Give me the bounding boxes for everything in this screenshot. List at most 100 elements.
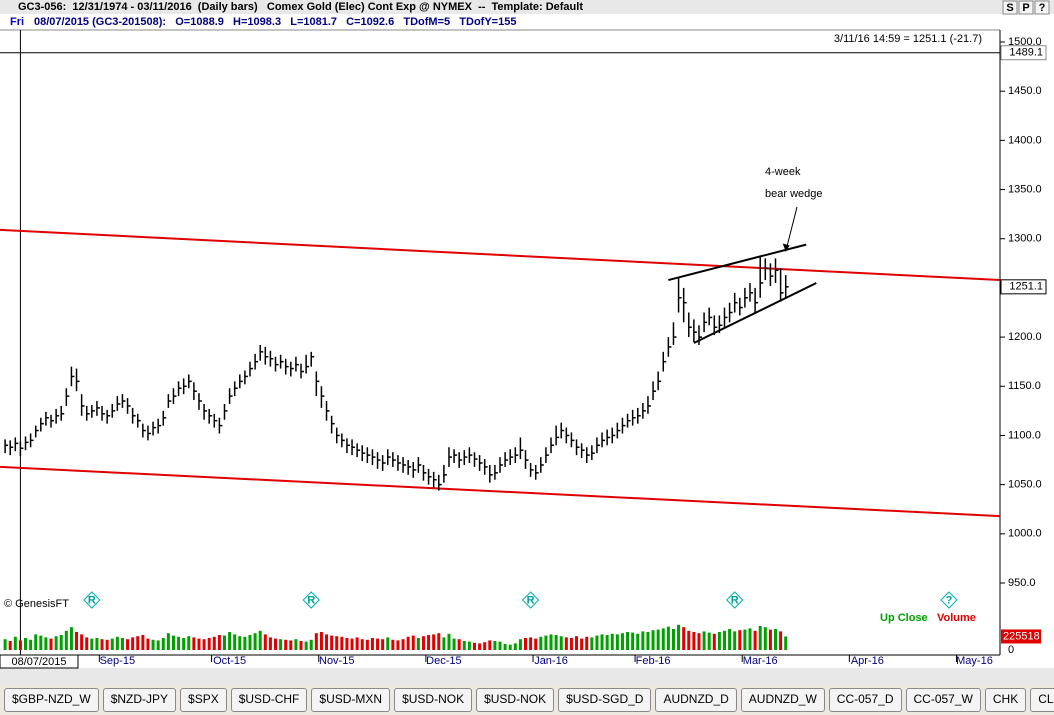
volume-bar [126, 639, 130, 650]
volume-bar [636, 633, 640, 650]
volume-bar [697, 633, 701, 650]
tab[interactable]: $USD-SGD_D [558, 688, 652, 712]
tab[interactable]: $SPX [180, 688, 227, 712]
event-marker[interactable] [83, 591, 101, 609]
volume-bar [590, 637, 594, 650]
volume-bar [738, 630, 742, 650]
toolbar-button-label[interactable]: S [1006, 2, 1013, 14]
volume-bar [253, 633, 257, 650]
volume-bar [24, 638, 28, 650]
volume-bar [330, 635, 334, 650]
volume-bar [702, 631, 706, 650]
volume-bar [355, 637, 359, 650]
tab[interactable]: $USD-MXN [311, 688, 391, 712]
x-tick-label: Apr-16 [851, 655, 884, 667]
volume-bar [100, 639, 104, 650]
volume-bar [304, 641, 308, 650]
volume-bar [437, 633, 441, 650]
y-tick-label: 1000.0 [1008, 528, 1042, 540]
volume-bar [34, 634, 38, 650]
event-marker[interactable] [940, 591, 958, 609]
y-tick-label: 950.0 [1008, 577, 1036, 589]
tab[interactable]: $NZD-JPY [102, 688, 177, 712]
volume-bar [69, 627, 73, 650]
volume-bar [268, 637, 272, 650]
tab[interactable]: AUDNZD_D [655, 688, 737, 712]
annotation-text: 4-week [765, 166, 801, 178]
volume-bar [610, 633, 614, 650]
tab[interactable]: $USD-CHF [230, 688, 308, 712]
event-marker[interactable] [302, 591, 320, 609]
event-marker[interactable] [725, 591, 744, 609]
toolbar-button-label[interactable]: ? [1039, 2, 1046, 14]
volume-bar [416, 638, 420, 650]
legend-up-close: Up Close [880, 612, 928, 624]
y-tick-label: 1100.0 [1008, 429, 1041, 441]
volume-bar [115, 636, 119, 650]
volume-bar [498, 641, 502, 650]
event-marker[interactable] [521, 591, 540, 609]
x-tick-label: Oct-15 [213, 655, 246, 667]
volume-bar [743, 629, 747, 650]
event-label[interactable]: R [731, 594, 739, 606]
toolbar-button[interactable] [1034, 0, 1050, 15]
annotation-text: bear wedge [765, 188, 823, 200]
volume-bar [141, 635, 145, 650]
volume-bar [335, 636, 339, 650]
tab[interactable]: CL3-055 [1030, 688, 1054, 712]
last-quote: 3/11/16 14:59 = 1251.1 (-21.7) [834, 33, 982, 45]
volume-bar [171, 635, 175, 650]
volume-bar [758, 626, 762, 650]
volume-bar [442, 637, 446, 650]
volume-bar [18, 640, 22, 650]
toolbar-button-label[interactable]: P [1022, 2, 1029, 14]
tab[interactable]: CHK [984, 688, 1027, 712]
volume-bar [233, 634, 237, 650]
annotation-arrowhead [782, 243, 790, 252]
y-tick-label: 1500.0 [1008, 36, 1042, 48]
volume-bar [656, 629, 660, 650]
tab[interactable]: CC-057_D [828, 688, 902, 712]
volume-bar [564, 637, 568, 650]
volume-bar [539, 636, 543, 650]
volume-bar [733, 631, 737, 650]
tab[interactable]: $GBP-NZD_W [4, 688, 99, 712]
volume-bar [411, 635, 415, 650]
volume-bar [166, 633, 170, 650]
event-label[interactable]: R [307, 594, 315, 606]
legend-volume: Volume [937, 612, 976, 624]
last-price-box [1000, 279, 1047, 295]
tab[interactable]: $USD-NOK [394, 688, 473, 712]
toolbar-button[interactable] [1018, 0, 1034, 15]
y-tick-label: 1200.0 [1008, 331, 1042, 343]
bottom-gap [0, 668, 1054, 685]
event-label[interactable]: R [527, 594, 535, 606]
volume-bar [631, 632, 635, 650]
volume-bar [90, 638, 94, 650]
x-tick-label: Feb-16 [636, 655, 671, 667]
volume-bar [620, 633, 624, 650]
trendline [668, 243, 807, 282]
volume-bar [748, 628, 752, 650]
toolbar-button[interactable] [1002, 0, 1018, 15]
reference-label: 1489.1 [1009, 47, 1043, 59]
event-label[interactable]: R [88, 594, 96, 606]
tab[interactable]: AUDNZD_W [740, 688, 825, 712]
volume-bar [427, 635, 431, 650]
x-tick-label: Sep-15 [100, 655, 135, 667]
event-label[interactable]: ? [946, 594, 953, 606]
x-tick-label: Mar-16 [743, 655, 778, 667]
x-tick-label: Dec-15 [426, 655, 461, 667]
volume-bar [146, 638, 150, 650]
tab-bar: $GBP-NZD_W $NZD-JPY $SPX $USD-CHF $USD-MXN $U… [0, 685, 1054, 715]
day-label: Fri [10, 16, 24, 28]
volume-bar [406, 636, 410, 650]
volume-bar [376, 638, 380, 650]
tab[interactable]: $USD-NOK [476, 688, 555, 712]
volume-bar [447, 633, 451, 650]
tab[interactable]: CC-057_W [905, 688, 981, 712]
y-tick-label: 1150.0 [1008, 380, 1041, 392]
volume-bar [294, 639, 298, 650]
volume-bar [763, 627, 767, 650]
y-tick-label: 1450.0 [1008, 85, 1042, 97]
